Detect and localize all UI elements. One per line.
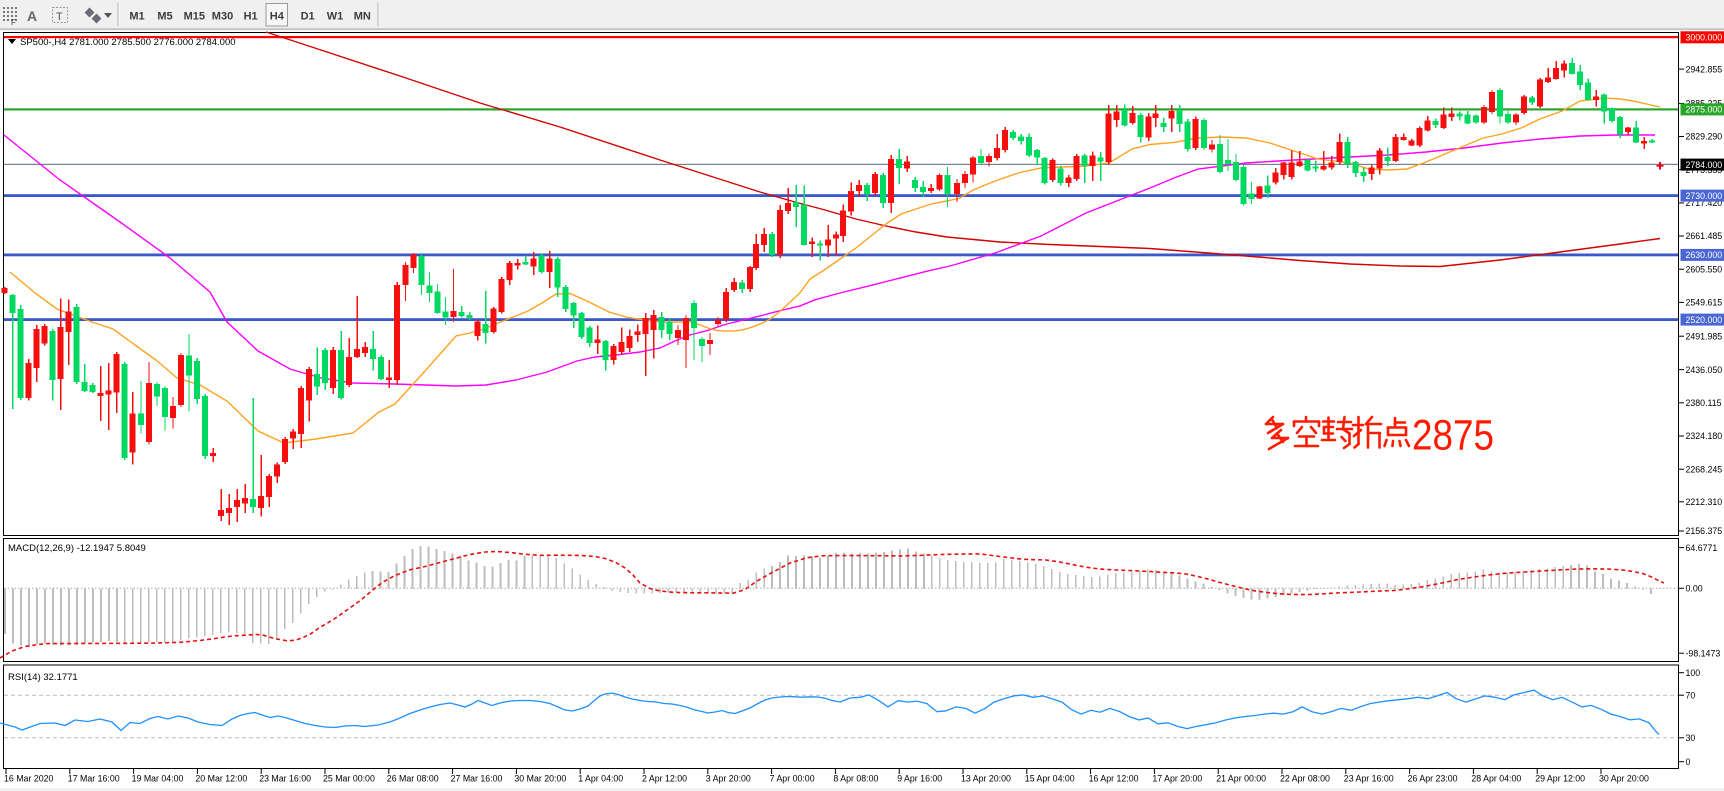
svg-text:2730.000: 2730.000 (1686, 191, 1723, 201)
svg-text:17 Apr 20:00: 17 Apr 20:00 (1152, 774, 1202, 784)
svg-text:0.00: 0.00 (1686, 584, 1703, 594)
svg-text:2875.000: 2875.000 (1686, 105, 1723, 115)
svg-text:17 Mar 16:00: 17 Mar 16:00 (68, 774, 120, 784)
svg-text:MN: MN (354, 11, 371, 23)
svg-text:0: 0 (1686, 757, 1691, 767)
svg-text:2829.290: 2829.290 (1686, 132, 1723, 142)
svg-text:2212.310: 2212.310 (1686, 497, 1723, 507)
svg-text:13 Apr 20:00: 13 Apr 20:00 (961, 774, 1011, 784)
svg-text:23 Apr 16:00: 23 Apr 16:00 (1344, 774, 1394, 784)
svg-text:H4: H4 (270, 11, 285, 23)
svg-text:2268.245: 2268.245 (1686, 464, 1723, 474)
svg-text:2520.000: 2520.000 (1686, 315, 1723, 325)
svg-text:19 Mar 04:00: 19 Mar 04:00 (132, 774, 184, 784)
svg-text:30: 30 (1686, 733, 1696, 743)
svg-text:9 Apr 16:00: 9 Apr 16:00 (897, 774, 942, 784)
svg-text:23 Mar 16:00: 23 Mar 16:00 (259, 774, 311, 784)
svg-text:70: 70 (1686, 690, 1696, 700)
svg-text:2491.985: 2491.985 (1686, 331, 1723, 341)
svg-text:RSI(14) 32.1771: RSI(14) 32.1771 (8, 672, 78, 683)
svg-text:M5: M5 (157, 11, 172, 23)
svg-text:2 Apr 12:00: 2 Apr 12:00 (642, 774, 687, 784)
svg-text:2784.000: 2784.000 (1686, 160, 1723, 170)
svg-text:A: A (27, 8, 37, 24)
svg-text:MACD(12,26,9) -12.1947 5.8049: MACD(12,26,9) -12.1947 5.8049 (8, 543, 146, 554)
svg-text:100: 100 (1686, 668, 1701, 678)
svg-text:2630.000: 2630.000 (1686, 250, 1723, 260)
svg-text:26 Apr 23:00: 26 Apr 23:00 (1408, 774, 1458, 784)
svg-text:15 Apr 04:00: 15 Apr 04:00 (1025, 774, 1075, 784)
svg-text:2661.485: 2661.485 (1686, 231, 1723, 241)
svg-text:2875: 2875 (1412, 412, 1494, 460)
svg-text:2942.855: 2942.855 (1686, 64, 1723, 74)
svg-text:T: T (56, 11, 63, 23)
svg-text:30 Apr 20:00: 30 Apr 20:00 (1599, 774, 1649, 784)
svg-text:20 Mar 12:00: 20 Mar 12:00 (195, 774, 247, 784)
svg-text:22 Apr 08:00: 22 Apr 08:00 (1280, 774, 1330, 784)
svg-text:2324.180: 2324.180 (1686, 431, 1723, 441)
svg-text:16 Mar 2020: 16 Mar 2020 (4, 774, 53, 784)
svg-text:28 Apr 04:00: 28 Apr 04:00 (1471, 774, 1521, 784)
svg-text:2605.550: 2605.550 (1686, 264, 1723, 274)
svg-text:M15: M15 (184, 11, 205, 23)
svg-text:27 Mar 16:00: 27 Mar 16:00 (451, 774, 503, 784)
svg-text:16 Apr 12:00: 16 Apr 12:00 (1089, 774, 1139, 784)
svg-text:2549.615: 2549.615 (1686, 298, 1723, 308)
svg-text:2436.050: 2436.050 (1686, 365, 1723, 375)
svg-text:3000.000: 3000.000 (1686, 33, 1723, 43)
svg-text:29 Apr 12:00: 29 Apr 12:00 (1535, 774, 1585, 784)
svg-text:D1: D1 (301, 11, 315, 23)
svg-text:64.6771: 64.6771 (1686, 543, 1718, 553)
svg-text:30 Mar 20:00: 30 Mar 20:00 (514, 774, 566, 784)
svg-text:7 Apr 00:00: 7 Apr 00:00 (770, 774, 815, 784)
svg-text:21 Apr 00:00: 21 Apr 00:00 (1216, 774, 1266, 784)
svg-text:M30: M30 (212, 11, 233, 23)
svg-text:F: F (11, 18, 16, 27)
svg-text:3 Apr 20:00: 3 Apr 20:00 (706, 774, 751, 784)
svg-text:2380.115: 2380.115 (1686, 398, 1722, 408)
svg-text:1 Apr 04:00: 1 Apr 04:00 (578, 774, 623, 784)
svg-text:H1: H1 (244, 11, 258, 23)
svg-text:25 Mar 00:00: 25 Mar 00:00 (323, 774, 375, 784)
svg-text:M1: M1 (129, 11, 144, 23)
svg-text:2156.375: 2156.375 (1686, 526, 1723, 536)
svg-text:-98.1473: -98.1473 (1686, 648, 1721, 658)
svg-text:8 Apr 08:00: 8 Apr 08:00 (833, 774, 878, 784)
svg-text:26 Mar 08:00: 26 Mar 08:00 (387, 774, 439, 784)
svg-text:2717.420: 2717.420 (1686, 198, 1723, 208)
svg-text:SP500-,H4 2781.000 2785.500 2: SP500-,H4 2781.000 2785.500 2776.000 278… (20, 37, 236, 48)
svg-text:W1: W1 (327, 11, 344, 23)
